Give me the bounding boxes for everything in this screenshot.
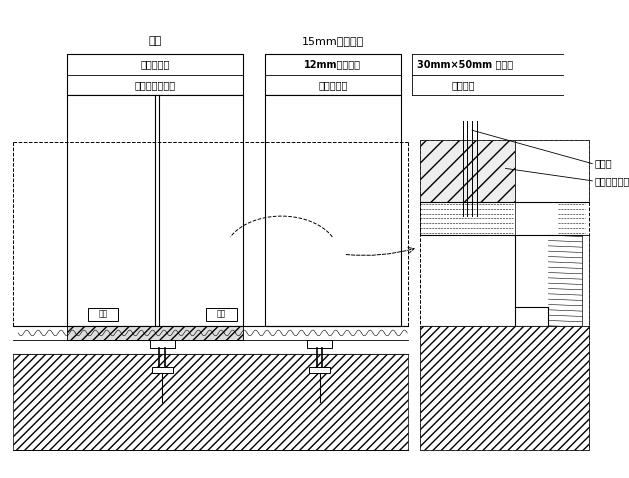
Bar [13, 354, 408, 450]
Bar [420, 326, 589, 450]
Bar [67, 54, 243, 95]
Text: 30mm×50mm 木龙骨: 30mm×50mm 木龙骨 [417, 59, 513, 69]
Text: 12mm厚多层板: 12mm厚多层板 [304, 59, 362, 69]
Bar [150, 340, 174, 348]
Bar [67, 326, 243, 340]
Text: 与石材同色素: 与石材同色素 [594, 176, 629, 186]
Text: 门套: 门套 [148, 36, 162, 46]
Bar [206, 308, 237, 321]
Bar [420, 140, 515, 202]
Bar [152, 367, 172, 373]
Bar [67, 326, 243, 340]
Text: 建筑结构层: 建筑结构层 [318, 80, 348, 90]
Text: 找平垫层: 找平垫层 [452, 80, 476, 90]
Bar [515, 140, 589, 202]
Bar [67, 95, 243, 326]
Bar [88, 308, 118, 321]
Bar [265, 95, 401, 326]
Text: 15mm厚木地板: 15mm厚木地板 [302, 36, 364, 46]
Text: 原图: 原图 [216, 310, 226, 319]
Bar [307, 340, 332, 348]
Text: 石材门槛石: 石材门槛石 [140, 59, 170, 69]
Text: 水泥砂浆结合层: 水泥砂浆结合层 [135, 80, 175, 90]
Text: 耐候胶: 耐候胶 [594, 159, 612, 169]
Bar [420, 202, 515, 235]
Bar [582, 235, 589, 326]
Bar [265, 54, 401, 95]
Bar [309, 367, 330, 373]
Text: 门套: 门套 [98, 310, 108, 319]
